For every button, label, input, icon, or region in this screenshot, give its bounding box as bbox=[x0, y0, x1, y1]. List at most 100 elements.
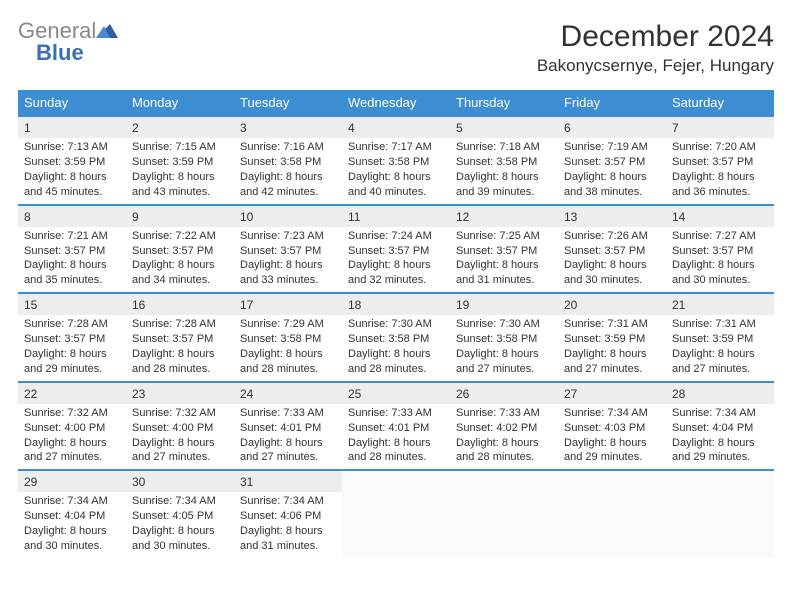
day-number: 6 bbox=[558, 117, 666, 138]
sunrise-line: Sunrise: 7:31 AM bbox=[564, 317, 660, 332]
day-number: 21 bbox=[666, 294, 774, 315]
sunrise-line: Sunrise: 7:21 AM bbox=[24, 229, 120, 244]
daylight-line: Daylight: 8 hours and 27 minutes. bbox=[240, 436, 336, 466]
sunrise-line: Sunrise: 7:33 AM bbox=[456, 406, 552, 421]
sunset-line: Sunset: 3:57 PM bbox=[564, 155, 660, 170]
sunrise-line: Sunrise: 7:18 AM bbox=[456, 140, 552, 155]
sunset-line: Sunset: 3:58 PM bbox=[456, 332, 552, 347]
sunrise-line: Sunrise: 7:16 AM bbox=[240, 140, 336, 155]
day-content: Sunrise: 7:34 AMSunset: 4:05 PMDaylight:… bbox=[126, 492, 234, 557]
sunset-line: Sunset: 3:57 PM bbox=[240, 244, 336, 259]
calendar-day-cell: 9Sunrise: 7:22 AMSunset: 3:57 PMDaylight… bbox=[126, 205, 234, 294]
sunset-line: Sunset: 3:58 PM bbox=[456, 155, 552, 170]
sunrise-line: Sunrise: 7:28 AM bbox=[132, 317, 228, 332]
calendar-day-cell: 1 Sunrise: 7:13 AMSunset: 3:59 PMDaylight… bbox=[18, 116, 126, 205]
daylight-line: Daylight: 8 hours and 28 minutes. bbox=[456, 436, 552, 466]
calendar-day-cell: 14Sunrise: 7:27 AMSunset: 3:57 PMDayligh… bbox=[666, 205, 774, 294]
daylight-line: Daylight: 8 hours and 45 minutes. bbox=[24, 170, 120, 200]
day-number: 23 bbox=[126, 383, 234, 404]
day-number: 24 bbox=[234, 383, 342, 404]
sunrise-line: Sunrise: 7:20 AM bbox=[672, 140, 768, 155]
sunset-line: Sunset: 4:03 PM bbox=[564, 421, 660, 436]
daylight-line: Daylight: 8 hours and 28 minutes. bbox=[348, 347, 444, 377]
calendar-day-cell: 16Sunrise: 7:28 AMSunset: 3:57 PMDayligh… bbox=[126, 293, 234, 382]
calendar-day-cell: 10Sunrise: 7:23 AMSunset: 3:57 PMDayligh… bbox=[234, 205, 342, 294]
calendar-week-row: 22Sunrise: 7:32 AMSunset: 4:00 PMDayligh… bbox=[18, 382, 774, 471]
day-number: 11 bbox=[342, 206, 450, 227]
sunset-line: Sunset: 4:01 PM bbox=[348, 421, 444, 436]
daylight-line: Daylight: 8 hours and 29 minutes. bbox=[564, 436, 660, 466]
sunset-line: Sunset: 3:59 PM bbox=[132, 155, 228, 170]
calendar-day-cell: 13Sunrise: 7:26 AMSunset: 3:57 PMDayligh… bbox=[558, 205, 666, 294]
day-number: 18 bbox=[342, 294, 450, 315]
calendar-day-cell: 6Sunrise: 7:19 AMSunset: 3:57 PMDaylight… bbox=[558, 116, 666, 205]
day-number: 5 bbox=[450, 117, 558, 138]
day-content: Sunrise: 7:28 AMSunset: 3:57 PMDaylight:… bbox=[126, 315, 234, 380]
calendar-day-cell bbox=[666, 470, 774, 558]
day-number: 2 bbox=[126, 117, 234, 138]
weekday-header: Wednesday bbox=[342, 90, 450, 116]
calendar-day-cell: 2Sunrise: 7:15 AMSunset: 3:59 PMDaylight… bbox=[126, 116, 234, 205]
sunset-line: Sunset: 4:05 PM bbox=[132, 509, 228, 524]
day-content: Sunrise: 7:15 AMSunset: 3:59 PMDaylight:… bbox=[126, 138, 234, 203]
day-number: 4 bbox=[342, 117, 450, 138]
day-number: 25 bbox=[342, 383, 450, 404]
day-content: Sunrise: 7:32 AMSunset: 4:00 PMDaylight:… bbox=[18, 404, 126, 469]
daylight-line: Daylight: 8 hours and 33 minutes. bbox=[240, 258, 336, 288]
sunset-line: Sunset: 4:06 PM bbox=[240, 509, 336, 524]
day-content: Sunrise: 7:23 AMSunset: 3:57 PMDaylight:… bbox=[234, 227, 342, 292]
calendar-day-cell: 4Sunrise: 7:17 AMSunset: 3:58 PMDaylight… bbox=[342, 116, 450, 205]
sunrise-line: Sunrise: 7:32 AM bbox=[24, 406, 120, 421]
calendar-day-cell: 31Sunrise: 7:34 AMSunset: 4:06 PMDayligh… bbox=[234, 470, 342, 558]
sunrise-line: Sunrise: 7:34 AM bbox=[24, 494, 120, 509]
sunrise-line: Sunrise: 7:30 AM bbox=[348, 317, 444, 332]
sunset-line: Sunset: 4:04 PM bbox=[24, 509, 120, 524]
sunset-line: Sunset: 3:57 PM bbox=[132, 332, 228, 347]
daylight-line: Daylight: 8 hours and 28 minutes. bbox=[132, 347, 228, 377]
calendar-body: 1Sunrise: 7:13 AMSunset: 3:59 PMDaylight… bbox=[18, 116, 774, 558]
day-number: 19 bbox=[450, 294, 558, 315]
sunrise-line: Sunrise: 7:17 AM bbox=[348, 140, 444, 155]
daylight-line: Daylight: 8 hours and 28 minutes. bbox=[348, 436, 444, 466]
daylight-line: Daylight: 8 hours and 27 minutes. bbox=[132, 436, 228, 466]
sunset-line: Sunset: 3:58 PM bbox=[348, 332, 444, 347]
daylight-line: Daylight: 8 hours and 40 minutes. bbox=[348, 170, 444, 200]
daylight-line: Daylight: 8 hours and 38 minutes. bbox=[564, 170, 660, 200]
calendar-day-cell: 8Sunrise: 7:21 AMSunset: 3:57 PMDaylight… bbox=[18, 205, 126, 294]
sunrise-line: Sunrise: 7:33 AM bbox=[348, 406, 444, 421]
day-content: Sunrise: 7:32 AMSunset: 4:00 PMDaylight:… bbox=[126, 404, 234, 469]
calendar-day-cell: 3Sunrise: 7:16 AMSunset: 3:58 PMDaylight… bbox=[234, 116, 342, 205]
calendar-day-cell: 15Sunrise: 7:28 AMSunset: 3:57 PMDayligh… bbox=[18, 293, 126, 382]
calendar-day-cell: 17Sunrise: 7:29 AMSunset: 3:58 PMDayligh… bbox=[234, 293, 342, 382]
sunrise-line: Sunrise: 7:26 AM bbox=[564, 229, 660, 244]
sunrise-line: Sunrise: 7:34 AM bbox=[240, 494, 336, 509]
sunset-line: Sunset: 3:57 PM bbox=[24, 332, 120, 347]
day-content: Sunrise: 7:33 AMSunset: 4:01 PMDaylight:… bbox=[342, 404, 450, 469]
sunset-line: Sunset: 3:59 PM bbox=[24, 155, 120, 170]
daylight-line: Daylight: 8 hours and 30 minutes. bbox=[672, 258, 768, 288]
calendar-day-cell bbox=[558, 470, 666, 558]
calendar-day-cell: 23Sunrise: 7:32 AMSunset: 4:00 PMDayligh… bbox=[126, 382, 234, 471]
calendar-day-cell bbox=[450, 470, 558, 558]
sunrise-line: Sunrise: 7:34 AM bbox=[672, 406, 768, 421]
calendar-day-cell: 18 Sunrise: 7:30 AMSunset: 3:58 PMDayligh… bbox=[342, 293, 450, 382]
day-number: 29 bbox=[18, 471, 126, 492]
daylight-line: Daylight: 8 hours and 36 minutes. bbox=[672, 170, 768, 200]
daylight-line: Daylight: 8 hours and 27 minutes. bbox=[24, 436, 120, 466]
sunrise-line: Sunrise: 7:30 AM bbox=[456, 317, 552, 332]
brand-logo: General Blue bbox=[18, 20, 118, 64]
day-number: 16 bbox=[126, 294, 234, 315]
calendar-day-cell: 21Sunrise: 7:31 AMSunset: 3:59 PMDayligh… bbox=[666, 293, 774, 382]
day-number: 13 bbox=[558, 206, 666, 227]
day-number: 8 bbox=[18, 206, 126, 227]
daylight-line: Daylight: 8 hours and 29 minutes. bbox=[672, 436, 768, 466]
daylight-line: Daylight: 8 hours and 27 minutes. bbox=[456, 347, 552, 377]
sunrise-line: Sunrise: 7:13 AM bbox=[24, 140, 120, 155]
day-number: 30 bbox=[126, 471, 234, 492]
day-content: Sunrise: 7:21 AMSunset: 3:57 PMDaylight:… bbox=[18, 227, 126, 292]
calendar-day-cell bbox=[342, 470, 450, 558]
sunset-line: Sunset: 4:04 PM bbox=[672, 421, 768, 436]
calendar-table: Sunday Monday Tuesday Wednesday Thursday… bbox=[18, 90, 774, 558]
day-number: 1 bbox=[18, 117, 126, 138]
daylight-line: Daylight: 8 hours and 30 minutes. bbox=[564, 258, 660, 288]
